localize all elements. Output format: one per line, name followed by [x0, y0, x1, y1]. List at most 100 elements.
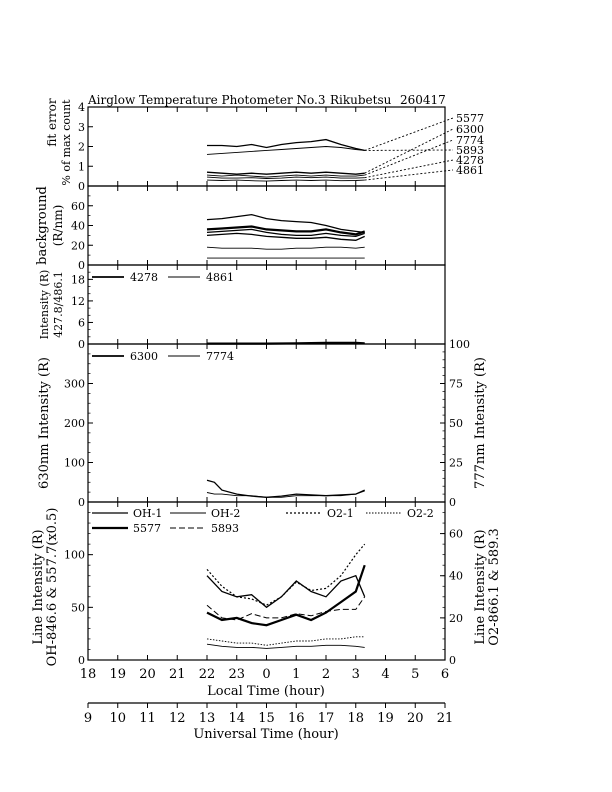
- background-y-tick-label: 60: [71, 200, 85, 213]
- oh-y-tick-label: 100: [64, 549, 85, 562]
- ut-axis-tick-label: 13: [199, 711, 216, 726]
- o2-y-tick-label: 60: [449, 528, 463, 541]
- ut-axis-tick-label: 21: [437, 711, 454, 726]
- fit-error-ylabel-2: % of max count: [60, 99, 73, 186]
- blue-y-tick-label: 12: [71, 295, 85, 308]
- oh-y-tick-label: 0: [78, 654, 85, 667]
- fit-error-y-tick-label: 3: [78, 121, 85, 134]
- o2-ylabel-2: O2-866.1 & 589.3: [487, 528, 502, 646]
- local-time-tick-label: 2: [322, 667, 330, 682]
- oh-legend-OH-2: OH-2: [211, 507, 240, 520]
- fit-error-leader-4861: [364, 169, 454, 181]
- o630-y-tick-label: 0: [78, 496, 85, 509]
- background-line-3: [206, 228, 365, 238]
- panel-frame-2: [87, 185, 446, 266]
- fit-error-line-6300: [206, 171, 365, 175]
- oh-line-O2-1: [206, 543, 366, 606]
- o777-y-tick-label: 0: [449, 496, 456, 509]
- o2-y-tick-label: 20: [449, 612, 463, 625]
- local-time-tick-label: 19: [109, 667, 126, 682]
- local-time-tick-label: 4: [381, 667, 389, 682]
- station-name: Rikubetsu: [330, 93, 392, 107]
- o2-y-tick-label: 40: [449, 570, 463, 583]
- o777-y-tick-label: 50: [449, 417, 463, 430]
- oh-line-OH-2: [206, 643, 365, 649]
- fit-error-y-tick-label: 1: [78, 160, 85, 173]
- ut-axis-tick-label: 15: [258, 711, 275, 726]
- local-time-tick-label: 5: [411, 667, 419, 682]
- chart-title: Airglow Temperature Photometer No.3: [87, 93, 326, 107]
- fit-error-y-tick-label: 2: [78, 141, 85, 154]
- ut-axis-tick-label: 12: [169, 711, 186, 726]
- o777-ylabel: 777nm Intensity (R): [473, 357, 488, 489]
- oh-legend-5893: 5893: [211, 522, 239, 535]
- ut-axis-tick-label: 17: [318, 711, 335, 726]
- fit-error-legend-7774: 7774: [456, 134, 484, 147]
- background-y-tick-label: 40: [71, 220, 85, 233]
- oh-line-5893: [206, 596, 366, 621]
- ut-axis-tick-label: 10: [109, 711, 126, 726]
- ut-axis-tick-label: 18: [347, 711, 364, 726]
- oh-y-tick-label: 50: [71, 601, 85, 614]
- fit-error-line-5893: [206, 146, 365, 155]
- oh-line-O2-2: [206, 636, 365, 646]
- blue-legend-4861: 4861: [206, 271, 234, 284]
- oh-legend-5577: 5577: [133, 522, 161, 535]
- local-time-tick-label: 3: [352, 667, 360, 682]
- o630-y-tick-label: 200: [64, 417, 85, 430]
- local-time-tick-label: 23: [228, 667, 245, 682]
- fit-error-line-7774: [206, 174, 365, 178]
- o-legend-7774: 7774: [206, 350, 234, 363]
- oh-ylabel: Line Intensity (R): [31, 529, 46, 644]
- local-time-tick-label: 18: [80, 667, 97, 682]
- local-time-axis-label: Local Time (hour): [207, 684, 325, 699]
- fit-error-line-4861: [206, 179, 365, 182]
- fit-error-y-tick-label: 4: [78, 101, 85, 114]
- date-code: 260417: [400, 93, 446, 107]
- ut-axis-tick-label: 20: [407, 711, 424, 726]
- blue-legend-4278: 4278: [130, 271, 158, 284]
- fit-error-legend-5893: 5893: [456, 144, 484, 157]
- o630-y-tick-label: 300: [64, 378, 85, 391]
- fit-error-leader-7774: [364, 139, 454, 176]
- local-time-tick-label: 1: [292, 667, 300, 682]
- background-line-5: [206, 246, 365, 250]
- fit-error-line-4278: [206, 176, 365, 179]
- ut-axis-tick-label: 19: [377, 711, 394, 726]
- ut-axis-tick-label: 9: [84, 711, 92, 726]
- o777-y-tick-label: 75: [449, 378, 463, 391]
- background-y-tick-label: 20: [71, 239, 85, 252]
- oh-line-5577: [206, 564, 366, 627]
- oh-line-OH-1: [206, 574, 366, 609]
- fit-error-leader-4278: [364, 159, 454, 179]
- fit-error-legend-4278: 4278: [456, 154, 484, 167]
- o630-line: [206, 479, 365, 498]
- panel-frame-4: [87, 343, 446, 503]
- background-y-tick-label: 0: [78, 259, 85, 272]
- o777-y-tick-label: 25: [449, 457, 463, 470]
- fit-error-legend-5577: 5577: [456, 112, 484, 125]
- ut-axis-tick-label: 11: [139, 711, 156, 726]
- blue-ylabel: Intensity (R): [38, 270, 51, 340]
- blue-line-4861: [207, 342, 365, 345]
- oh-legend-OH-1: OH-1: [133, 507, 162, 520]
- fit-error-legend-4861: 4861: [456, 164, 484, 177]
- blue-y-tick-label: 0: [78, 338, 85, 351]
- o630-y-tick-label: 100: [64, 457, 85, 470]
- oh-ylabel-2: OH-846.6 & 557.7(x0.5): [45, 508, 60, 667]
- fit-error-legend-6300: 6300: [456, 123, 484, 136]
- o777-y-tick-label: 100: [449, 338, 470, 351]
- fit-error-y-tick-label: 0: [78, 180, 85, 193]
- background-line-2: [206, 225, 366, 236]
- o2-ylabel: Line Intensity (R): [473, 529, 488, 644]
- local-time-tick-label: 6: [441, 667, 449, 682]
- local-time-tick-label: 0: [262, 667, 270, 682]
- ut-axis-label: Universal Time (hour): [193, 727, 338, 742]
- ut-axis-tick-label: 16: [288, 711, 305, 726]
- fit-error-ylabel: fit error: [45, 98, 59, 146]
- oh-legend-O2-1: O2-1: [327, 507, 354, 520]
- fit-error-leader-6300: [364, 128, 454, 174]
- local-time-tick-label: 21: [169, 667, 186, 682]
